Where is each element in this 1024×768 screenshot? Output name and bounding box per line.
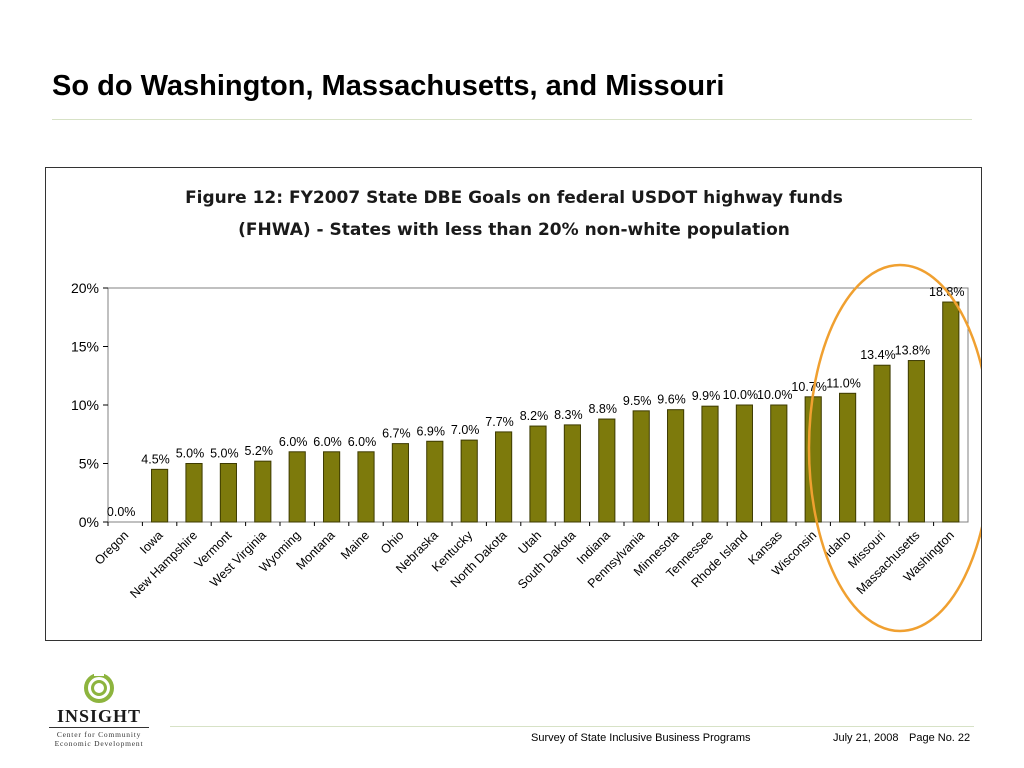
bar-indiana (598, 418, 616, 523)
x-category-label: Iowa (137, 528, 166, 557)
chart-title-line2: (FHWA) - States with less than 20% non-w… (238, 220, 790, 240)
highlight-ellipse (807, 263, 981, 633)
data-label: 10.0% (757, 388, 792, 402)
y-tick-label: 15% (71, 339, 99, 355)
data-label: 8.2% (520, 409, 549, 423)
logo-subtitle-line2: Economic Development (54, 739, 144, 748)
data-label: 11.0% (826, 376, 861, 390)
footer-date: July 21, 2008 (833, 732, 899, 744)
data-label: 9.9% (692, 389, 721, 403)
data-label: 13.4% (860, 348, 895, 362)
bar-south-dakota (563, 424, 581, 523)
bar-massachusetts (907, 360, 925, 523)
bar-new-hampshire (185, 463, 203, 523)
data-label: 13.8% (895, 344, 930, 358)
chart-title-line1: Figure 12: FY2007 State DBE Goals on fed… (185, 188, 843, 208)
bar-maine (357, 451, 375, 523)
data-label: 6.0% (279, 435, 308, 449)
bar-kentucky (460, 439, 478, 523)
logo-mark-icon (84, 671, 114, 703)
bar-missouri (873, 364, 891, 523)
bar-washington (942, 301, 960, 523)
bar-tennessee (701, 405, 719, 523)
slide-title: So do Washington, Massachusetts, and Mis… (52, 70, 725, 102)
bar-kansas (770, 404, 788, 523)
data-label: 5.2% (245, 444, 274, 458)
x-category-label: Oregon (92, 528, 131, 567)
chart-bars (151, 301, 960, 523)
dbe-goals-bar-chart: Figure 12: FY2007 State DBE Goals on fed… (71, 188, 981, 633)
bar-nebraska (426, 440, 444, 523)
data-label: 6.9% (417, 424, 446, 438)
bar-ohio (391, 443, 409, 523)
data-label: 8.3% (554, 408, 583, 422)
footer-page-number: Page No. 22 (909, 732, 971, 744)
chart-axes: 0% 5% 10% 15% 20% (71, 280, 969, 530)
data-label: 9.6% (657, 393, 686, 407)
data-label: 6.0% (313, 435, 342, 449)
logo-name: INSIGHT (56, 706, 142, 726)
data-label: 6.7% (382, 427, 411, 441)
y-tick-label: 5% (79, 456, 99, 472)
logo-subtitle-line1: Center for Community (56, 730, 142, 739)
insight-logo: INSIGHT Center for Community Economic De… (47, 668, 151, 748)
data-label: 8.8% (589, 402, 618, 416)
data-label: 5.0% (176, 447, 205, 461)
bar-montana (323, 451, 341, 523)
x-category-label: Utah (516, 528, 545, 557)
y-tick-label: 20% (71, 280, 99, 296)
footer-survey-title: Survey of State Inclusive Business Progr… (531, 732, 751, 744)
data-label: 7.0% (451, 423, 480, 437)
bar-vermont (219, 463, 237, 523)
bar-north-dakota (495, 431, 513, 523)
bar-utah (529, 425, 547, 523)
data-label: 5.0% (210, 447, 239, 461)
bar-pennsylvania (632, 410, 650, 523)
bar-rhode-island (735, 404, 753, 523)
bar-idaho (839, 392, 857, 523)
data-label: 4.5% (141, 452, 170, 466)
y-tick-label: 10% (71, 397, 99, 413)
title-divider (52, 119, 972, 120)
bar-west-virginia (254, 460, 272, 523)
data-label: 10.0% (723, 388, 758, 402)
data-label: 9.5% (623, 394, 652, 408)
bar-iowa (151, 468, 169, 523)
data-label: 7.7% (485, 415, 513, 429)
x-category-label: Ohio (378, 528, 407, 557)
x-category-label: Maine (338, 528, 372, 562)
bar-minnesota (667, 409, 685, 523)
data-label: 0.0% (107, 505, 135, 519)
footer-divider (170, 726, 974, 727)
data-label: 6.0% (348, 435, 377, 449)
logo-divider (49, 727, 149, 728)
x-category-label: Montana (293, 528, 337, 572)
chart-frame: Figure 12: FY2007 State DBE Goals on fed… (45, 167, 982, 641)
y-tick-label: 0% (79, 514, 99, 530)
bar-wyoming (288, 451, 306, 523)
data-label: 10.7% (791, 380, 826, 394)
